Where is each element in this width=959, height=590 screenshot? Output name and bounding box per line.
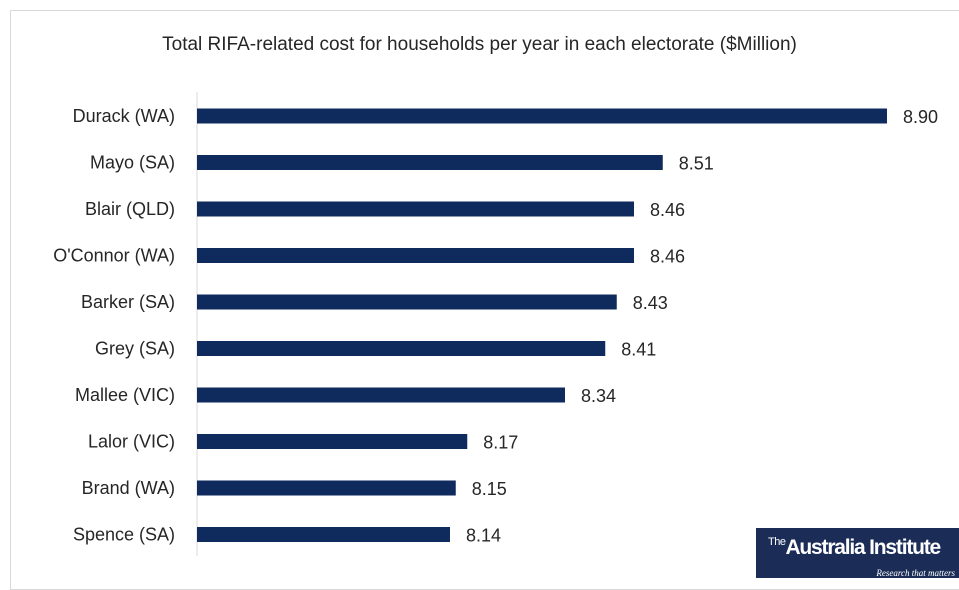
- category-label: O'Connor (WA): [53, 246, 175, 266]
- australia-institute-logo: TheAustralia Institute Research that mat…: [756, 528, 959, 578]
- data-label: 8.46: [650, 247, 685, 267]
- bar: [197, 387, 565, 403]
- data-label: 8.34: [581, 386, 616, 406]
- category-label: Spence (SA): [73, 525, 175, 545]
- data-label: 8.15: [472, 479, 507, 499]
- category-label: Barker (SA): [81, 292, 175, 312]
- bar: [197, 155, 663, 170]
- data-label: 8.41: [621, 340, 656, 360]
- category-label: Mallee (VIC): [75, 385, 175, 405]
- chart-title: Total RIFA-related cost for households p…: [162, 34, 797, 55]
- bar-series: [197, 108, 887, 542]
- bar: [197, 527, 450, 542]
- data-label: 8.51: [679, 154, 714, 174]
- bar: [197, 201, 634, 217]
- category-label: Blair (QLD): [85, 199, 175, 219]
- data-label: 8.90: [903, 107, 938, 127]
- bar: [197, 341, 606, 356]
- logo-name: Australia Institute: [785, 536, 941, 559]
- bar: [197, 434, 468, 449]
- category-label: Durack (WA): [73, 106, 175, 126]
- bar-chart: Durack (WA) 8.90 Mayo (SA) 8.51 Blair (QLD) 8…: [53, 92, 938, 556]
- logo-the: The: [768, 536, 786, 548]
- data-label: 8.14: [466, 526, 501, 546]
- bar: [197, 108, 887, 124]
- data-label: 8.46: [650, 200, 685, 220]
- bar: [197, 480, 456, 496]
- category-label: Brand (WA): [82, 478, 175, 498]
- bar: [197, 294, 617, 310]
- logo-tagline: Research that matters: [876, 568, 955, 578]
- data-label: 8.17: [483, 433, 518, 453]
- bar: [197, 248, 634, 263]
- data-label: 8.43: [633, 293, 668, 313]
- category-label: Mayo (SA): [90, 153, 175, 173]
- category-label: Lalor (VIC): [88, 432, 175, 452]
- category-label: Grey (SA): [95, 339, 175, 359]
